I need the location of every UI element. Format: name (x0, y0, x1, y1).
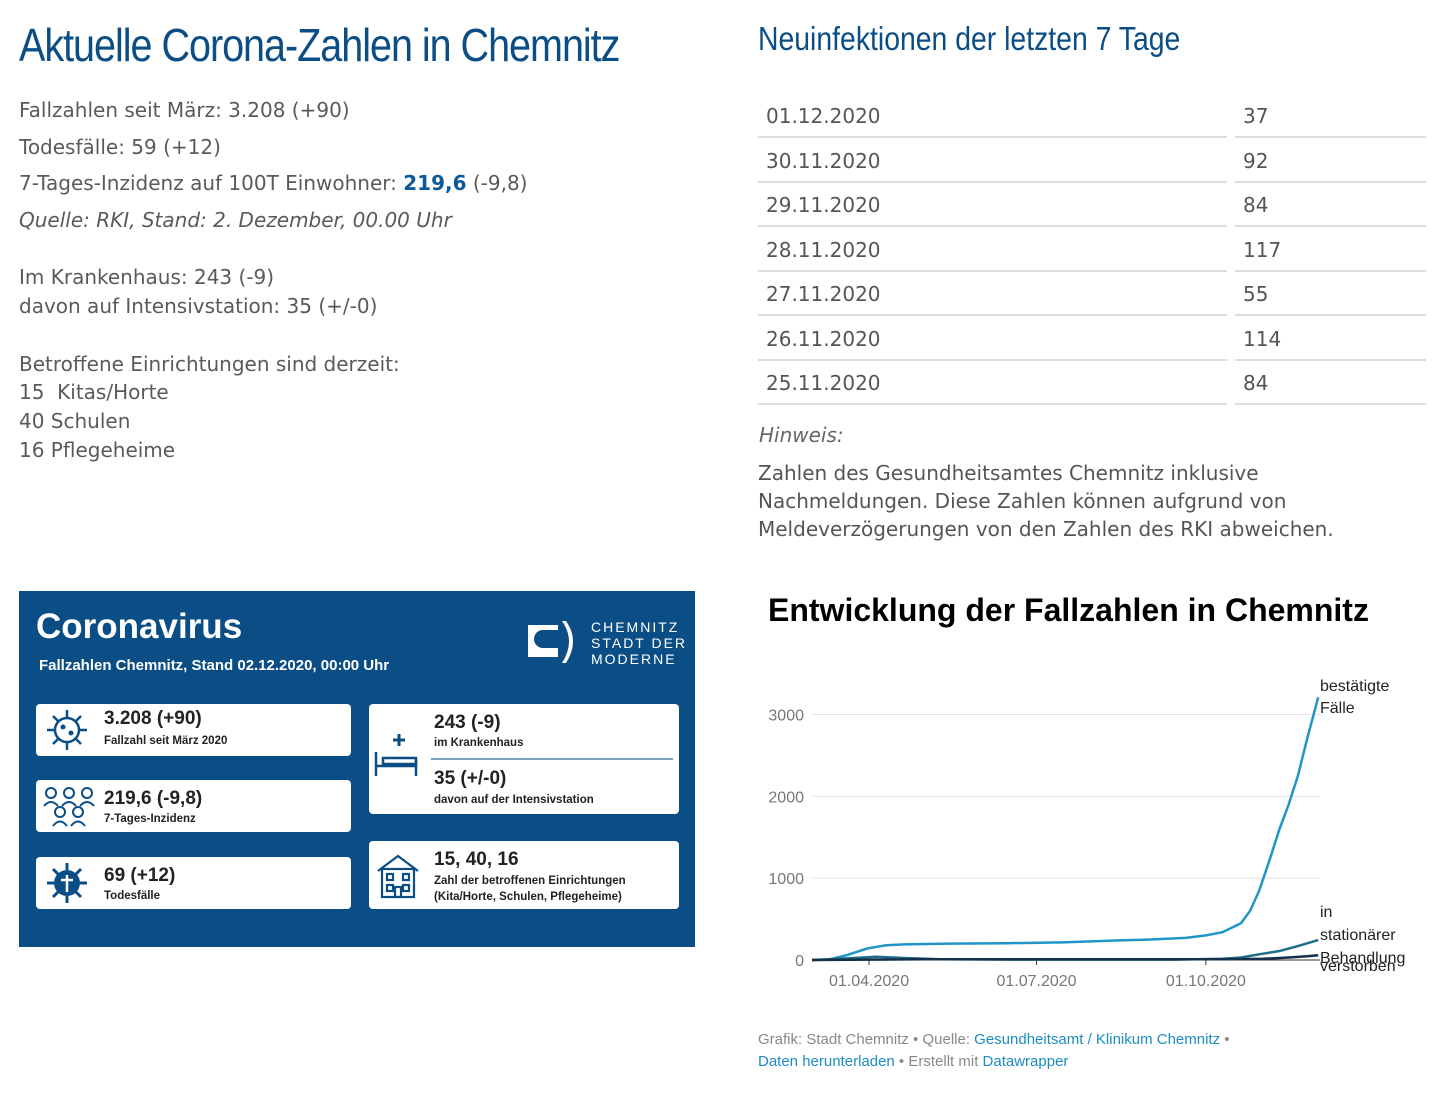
value-cell: 117 (1235, 228, 1426, 272)
facility-kitas: 15 Kitas/Horte (19, 380, 169, 404)
source-text: Quelle: RKI, Stand: 2. Dezember, 00.00 U… (19, 208, 452, 232)
incidence-label: 7-Tages-Inzidenz auf 100T Einwohner: (19, 171, 404, 195)
date-cell: 27.11.2020 (758, 272, 1227, 316)
deaths-stat: Todesfälle: 59 (+12) (19, 135, 221, 159)
incidence-card: 219,6 (-9,8) 7-Tages-Inzidenz (36, 780, 351, 832)
deaths-value: 69 (+12) (104, 865, 176, 886)
deaths-value: 59 (+12) (131, 135, 221, 159)
y-tick-label: 1000 (768, 871, 804, 888)
series-label-confirmed: bestätigte Fälle (1320, 678, 1389, 717)
x-tick-label: 01.07.2020 (997, 973, 1077, 990)
value-cell: 55 (1235, 272, 1426, 316)
facilities-label-detail: (Kita/Horte, Schulen, Pflegeheime) (434, 891, 622, 903)
cases-card: 3.208 (+90) Fallzahl seit März 2020 (36, 704, 351, 756)
chart-footer: Grafik: Stadt Chemnitz • Quelle: Gesundh… (758, 1029, 1230, 1073)
hospital-card: 243 (-9) im Krankenhaus 35 (+/-0) davon … (369, 704, 679, 814)
series-label-hospital: in stationärer Behandlung (1320, 904, 1405, 967)
date-cell: 01.12.2020 (758, 94, 1227, 138)
value-cell: 84 (1235, 361, 1426, 405)
note-label: Hinweis: (759, 423, 844, 447)
building-icon (377, 854, 419, 899)
cases-label: Fallzahl seit März 2020 (104, 735, 228, 747)
cases-value: 3.208 (+90) (104, 708, 202, 729)
hospital-stat: Im Krankenhaus: 243 (-9) (19, 265, 275, 289)
deaths-label: Todesfälle: (19, 135, 132, 159)
facilities-label: Zahl der betroffenen Einrichtungen (434, 875, 626, 887)
value-cell: 114 (1235, 317, 1426, 361)
date-cell: 29.11.2020 (758, 183, 1227, 227)
chemnitz-logo-icon (528, 621, 573, 663)
table-row: 28.11.2020 117 (758, 228, 1426, 272)
date-cell: 28.11.2020 (758, 228, 1227, 272)
date-cell: 30.11.2020 (758, 139, 1227, 183)
chart-title: Entwicklung der Fallzahlen in Chemnitz (768, 592, 1369, 628)
infographic-subtitle: Fallzahlen Chemnitz, Stand 02.12.2020, 0… (39, 657, 390, 674)
cases-value: 3.208 (+90) (228, 98, 350, 122)
facility-schools: 40 Schulen (19, 409, 131, 433)
series-line-0 (811, 696, 1320, 962)
virus-cross-icon (47, 863, 87, 903)
table-row: 29.11.2020 84 (758, 183, 1426, 227)
table-row: 26.11.2020 114 (758, 317, 1426, 361)
deaths-card: 69 (+12) Todesfälle (36, 857, 351, 909)
table-row: 25.11.2020 84 (758, 361, 1426, 405)
logo-line: MODERNE (591, 651, 677, 667)
logo-line: STADT DER (591, 635, 688, 651)
y-tick-label: 3000 (768, 707, 804, 724)
icu-stat: davon auf Intensivstation: 35 (+/-0) (19, 294, 378, 318)
icu-label: davon auf der Intensivstation (434, 794, 594, 806)
table-title: Neuinfektionen der letzten 7 Tage (758, 20, 1181, 57)
value-cell: 92 (1235, 139, 1426, 183)
incidence-change: (-9,8) (466, 171, 528, 195)
source-link[interactable]: Gesundheitsamt / Klinikum Chemnitz (974, 1031, 1221, 1048)
x-tick-label: 01.10.2020 (1166, 973, 1246, 990)
deaths-label: Todesfälle (104, 890, 161, 902)
footer-separator: • (1220, 1031, 1230, 1048)
series-label-deaths: verstorben (1320, 958, 1396, 975)
table-row: 30.11.2020 92 (758, 139, 1426, 183)
download-data-link[interactable]: Daten herunterladen (758, 1053, 895, 1070)
logo-line: CHEMNITZ (591, 619, 680, 635)
incidence-value: 219,6 (-9,8) (104, 788, 203, 809)
facilities-card: 15, 40, 16 Zahl der betroffenen Einricht… (369, 841, 679, 909)
hospital-bed-icon (374, 734, 418, 776)
datawrapper-link[interactable]: Datawrapper (982, 1053, 1069, 1070)
logo-text: CHEMNITZ STADT DER MODERNE (591, 619, 687, 667)
hospital-value: 243 (-9) (434, 712, 501, 733)
y-tick-label: 2000 (768, 789, 804, 806)
incidence-label: 7-Tages-Inzidenz (104, 813, 196, 825)
note-text: Zahlen des Gesundheitsamtes Chemnitz ink… (758, 461, 1334, 541)
footer-made-with: • Erstellt mit (894, 1053, 983, 1070)
facility-care-homes: 16 Pflegeheime (19, 438, 176, 462)
y-tick-label: 0 (795, 953, 804, 970)
value-cell: 84 (1235, 183, 1426, 227)
infographic-title: Coronavirus (36, 607, 243, 646)
table-row: 27.11.2020 55 (758, 272, 1426, 316)
value-cell: 37 (1235, 94, 1426, 138)
footer-prefix: Grafik: Stadt Chemnitz • Quelle: (758, 1031, 975, 1048)
hospital-label: im Krankenhaus (434, 737, 524, 749)
date-cell: 25.11.2020 (758, 361, 1227, 405)
series-line-2 (811, 953, 1319, 962)
virus-icon (47, 710, 87, 750)
cases-label: Fallzahlen seit März: (19, 98, 229, 122)
page-title: Aktuelle Corona-Zahlen in Chemnitz (19, 19, 620, 71)
facilities-value: 15, 40, 16 (434, 849, 519, 870)
cases-stat: Fallzahlen seit März: 3.208 (+90) (19, 98, 350, 122)
infographic: Coronavirus Fallzahlen Chemnitz, Stand 0… (19, 591, 695, 947)
people-icon (43, 787, 95, 827)
incidence-stat: 7-Tages-Inzidenz auf 100T Einwohner: 219… (19, 171, 528, 195)
case-development-chart: 0 1000 2000 3000 01.04.2020 01.07.2020 01.10.2… (768, 678, 1405, 990)
incidence-value: 219,6 (403, 171, 467, 195)
icu-value: 35 (+/-0) (434, 768, 507, 789)
facilities-heading: Betroffene Einrichtungen sind derzeit: (19, 352, 400, 376)
table-row: 01.12.2020 37 (758, 94, 1426, 138)
card-divider (431, 758, 673, 760)
date-cell: 26.11.2020 (758, 317, 1227, 361)
source-note: Quelle: RKI, Stand: 2. Dezember, 00.00 U… (19, 208, 452, 232)
x-tick-label: 01.04.2020 (829, 973, 909, 990)
